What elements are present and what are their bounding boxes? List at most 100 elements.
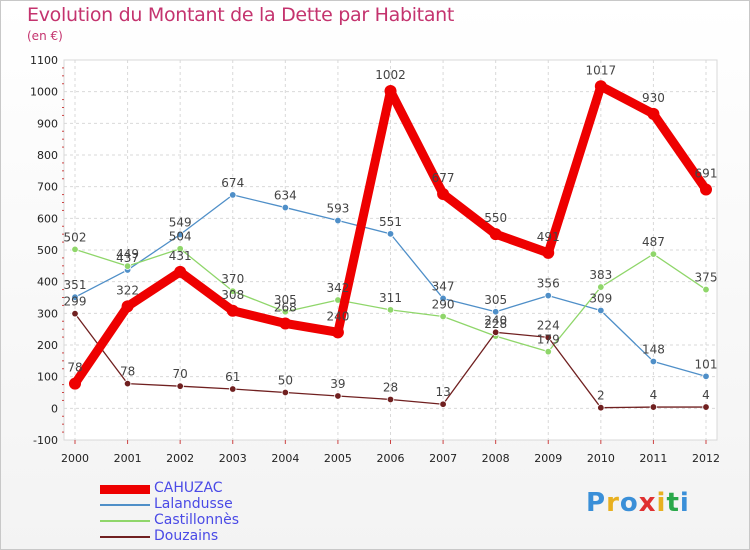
data-point [594,80,607,93]
data-label: 634 [274,189,297,203]
x-tick-label: 2010 [587,452,615,465]
data-label: 449 [116,247,139,261]
data-point [281,308,290,316]
data-label: 148 [642,342,665,356]
data-point [702,285,710,294]
data-point [229,287,237,295]
y-tick-label: -100 [33,434,58,447]
data-point [597,283,605,291]
data-point [544,291,552,300]
data-point [69,377,81,390]
data-label: 268 [274,300,297,314]
data-point [597,404,605,412]
data-label: 351 [64,278,87,292]
chart-subtitle: (en €) [27,29,63,43]
data-label: 4 [702,388,710,402]
data-label: 305 [274,293,297,307]
data-label: 299 [64,295,87,309]
data-point [281,203,290,212]
data-point [229,385,237,393]
x-tick-label: 2012 [692,452,720,465]
data-label: 28 [383,380,398,394]
data-label: 504 [169,230,192,244]
data-label: 2 [597,389,605,403]
y-tick-label: 1100 [30,54,58,67]
x-tick-label: 2004 [271,452,299,465]
data-label: 550 [484,211,507,225]
data-label: 308 [221,288,244,302]
data-label: 101 [695,357,718,371]
y-tick-label: 600 [37,212,58,225]
data-label: 322 [116,283,139,297]
data-label: 491 [537,230,560,244]
data-point [491,328,500,337]
data-point [702,372,710,381]
data-label: 1002 [375,68,406,82]
data-point [123,379,132,388]
data-label: 356 [537,277,560,291]
y-axis: -100 0 100 200 300 400 500 600 700 800 900 1000 1100 [30,54,64,447]
data-point [334,392,342,400]
x-tick-label: 2000 [61,452,89,465]
y-tick-label: 200 [37,339,58,352]
data-label: 240 [484,313,507,327]
data-label: 13 [435,385,450,399]
data-label: 4 [650,388,658,402]
data-point [331,326,344,339]
data-label: 930 [642,91,665,105]
x-tick-label: 2003 [219,452,247,465]
data-label: 290 [432,298,455,312]
x-axis: 2000 2001 2002 2003 2004 2005 2006 2007 2008 2009… [61,440,720,465]
data-point [647,107,660,120]
data-point [700,183,712,196]
data-label: 370 [221,272,244,286]
data-point [386,306,395,314]
data-point [439,400,447,408]
data-labels: 351 437 549 674 634 593 551 347 305 356 309 148 101 5… [64,63,718,402]
data-point [544,347,552,356]
data-label: 375 [695,271,718,285]
x-tick-label: 2001 [114,452,142,465]
data-point [174,265,187,278]
data-label: 50 [278,374,293,388]
y-tick-label: 800 [37,149,58,162]
data-point [386,230,395,238]
y-tick-label: 100 [37,371,58,384]
data-label: 437 [116,251,139,265]
legend-label: CAHUZAC [154,480,223,496]
data-label: 224 [537,318,560,332]
data-label: 39 [330,377,345,391]
chart-title: Evolution du Montant de la Dette par Hab… [27,4,455,26]
data-label: 78 [120,365,135,379]
data-label: 61 [225,370,240,384]
data-point [542,246,555,259]
data-label: 691 [695,167,718,181]
data-point [176,230,184,239]
series-layer [69,80,712,412]
data-point [176,382,184,390]
data-label: 1017 [586,63,617,77]
data-label: 593 [326,202,349,216]
legend-label: Douzains [154,528,219,544]
data-label: 487 [642,235,665,249]
data-label: 240 [326,309,349,323]
data-point [176,245,184,253]
y-tick-label: 900 [37,117,58,130]
data-point [71,245,79,254]
y-tick-label: 400 [37,276,58,289]
legend-swatch [100,484,150,494]
data-label: 228 [484,317,507,331]
x-tick-label: 2008 [482,452,510,465]
data-label: 342 [326,281,349,295]
data-point [489,228,502,241]
legend-label: Lalandusse [154,496,233,512]
data-point [226,304,239,317]
data-label: 502 [64,230,87,244]
data-point [439,312,447,321]
data-label: 674 [221,176,244,190]
data-point [597,306,605,315]
y-tick-label: 1000 [30,86,58,99]
data-point [649,250,658,258]
data-point [649,403,658,411]
